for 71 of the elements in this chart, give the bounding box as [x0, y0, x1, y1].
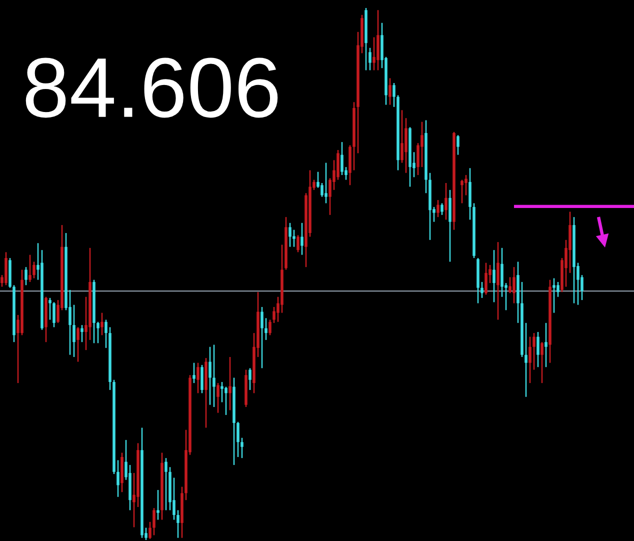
- candlestick: [440, 202, 444, 216]
- candlestick: [436, 199, 440, 218]
- candlestick: [52, 302, 56, 328]
- candlestick: [208, 346, 212, 406]
- candlestick: [148, 521, 152, 540]
- candlestick: [544, 322, 548, 368]
- candlestick: [48, 297, 52, 320]
- candlestick: [100, 312, 104, 336]
- candlestick: [224, 386, 228, 416]
- candlestick: [240, 437, 244, 459]
- candlestick: [212, 344, 216, 408]
- candlestick: [80, 324, 84, 343]
- candlestick: [420, 121, 424, 168]
- candlestick: [320, 182, 324, 198]
- candlestick: [372, 36, 376, 71]
- candlestick: [300, 222, 304, 256]
- candlestick: [32, 261, 36, 279]
- candlestick: [444, 182, 448, 220]
- candlestick: [116, 460, 120, 498]
- candlestick: [532, 332, 536, 370]
- candlestick: [496, 241, 500, 320]
- candlestick: [196, 362, 200, 394]
- candlestick: [536, 331, 540, 368]
- candlestick: [508, 276, 512, 294]
- candlestick: [480, 281, 484, 299]
- candlestick: [460, 179, 464, 204]
- candlestick: [448, 189, 452, 262]
- candlestick: [268, 319, 272, 336]
- candlestick: [388, 78, 392, 106]
- candlestick: [500, 247, 504, 298]
- candlestick: [336, 149, 340, 180]
- candlestick: [552, 278, 556, 314]
- candlestick: [288, 222, 292, 248]
- candlestick: [156, 489, 160, 520]
- candlestick: [292, 229, 296, 248]
- candlestick: [236, 421, 240, 458]
- candlestick: [96, 321, 100, 344]
- candlestick: [392, 82, 396, 108]
- candlestick: [340, 141, 344, 176]
- candlestick: [164, 457, 168, 511]
- candlestick: [264, 318, 268, 341]
- candlestick: [216, 382, 220, 414]
- candlestick: [512, 266, 516, 304]
- candlestick: [228, 356, 232, 411]
- candlestick: [260, 306, 264, 369]
- candlestick: [200, 364, 204, 394]
- candlestick: [24, 266, 28, 286]
- candlestick: [540, 341, 544, 384]
- candlestick: [324, 162, 328, 204]
- candlestick: [400, 110, 404, 164]
- candlestick: [528, 336, 532, 384]
- candlestick: [484, 262, 488, 296]
- candlestick: [492, 249, 496, 303]
- candlestick: [368, 47, 372, 71]
- candlestick: [404, 117, 408, 174]
- candlestick: [176, 510, 180, 538]
- candlestick: [76, 326, 80, 362]
- candlestick: [248, 368, 252, 391]
- candlestick: [192, 362, 196, 384]
- candlestick: [220, 381, 224, 403]
- chart-title: 84.606: [26, 58, 278, 118]
- candlestick: [464, 174, 468, 196]
- candlestick: [104, 319, 108, 349]
- candlestick: [524, 322, 528, 398]
- candlestick: [152, 507, 156, 536]
- candlestick: [556, 281, 560, 298]
- candlestick: [72, 304, 76, 358]
- candlestick: [456, 134, 460, 156]
- candlestick: [28, 254, 32, 283]
- candlestick: [296, 234, 300, 253]
- candlestick: [272, 306, 276, 324]
